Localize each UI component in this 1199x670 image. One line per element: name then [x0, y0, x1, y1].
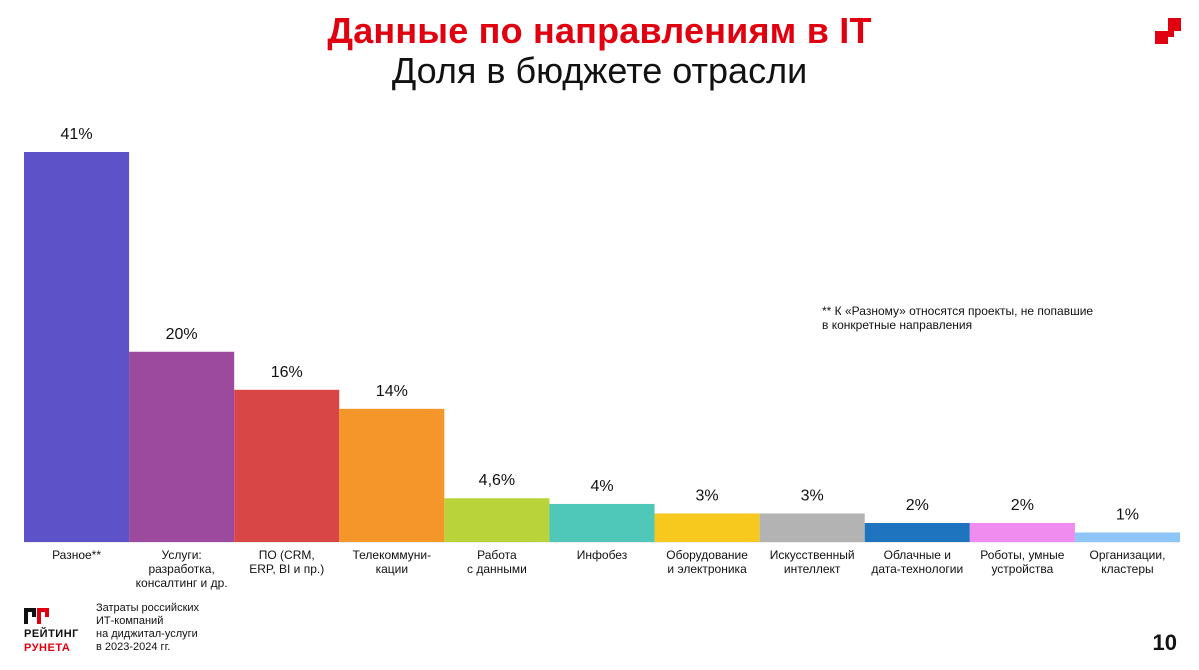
category-label-5: Инфобез [577, 548, 628, 562]
page-number: 10 [1152, 630, 1177, 655]
logo-mark-icon [24, 608, 49, 624]
bar-9 [969, 522, 1075, 542]
category-label-6: Оборудование и электроника [666, 548, 748, 576]
bar-1 [129, 351, 235, 542]
bar-value-label-10: 1% [1116, 506, 1139, 523]
footnote-line-2: в конкретные направления [822, 318, 973, 332]
bar-value-label-1: 20% [166, 326, 198, 343]
footer-line-2: ИТ-компаний [96, 615, 164, 627]
rating-runeta-logo: РЕЙТИНГ РУНЕТА [20, 608, 90, 656]
bar-0 [24, 152, 130, 542]
bar-value-label-3: 14% [376, 383, 408, 400]
bar-7 [759, 513, 865, 542]
footer-line-3: на диджитал-услуги [96, 628, 198, 640]
bar-10 [1074, 532, 1180, 542]
footnote: ** К «Разному» относятся проекты, не поп… [822, 304, 1093, 332]
bar-value-label-8: 2% [906, 497, 929, 514]
brand-corner-icon [1155, 18, 1181, 44]
chart-subtitle: Доля в бюджете отрасли [391, 50, 808, 91]
footer-line-1: Затраты российских [96, 602, 200, 614]
category-label-8: Облачные и дата-технологии [871, 548, 963, 576]
footer-line-4: в 2023-2024 гг. [96, 641, 171, 653]
category-label-10: Организации, кластеры [1089, 548, 1165, 576]
bar-value-label-9: 2% [1011, 497, 1034, 514]
category-label-1: Услуги: разработка, консалтинг и др. [136, 548, 228, 590]
bar-2 [234, 389, 340, 542]
bar-value-label-7: 3% [801, 487, 824, 504]
category-label-3: Телекоммуни-кации [352, 548, 431, 576]
category-label-0: Разное** [52, 548, 101, 562]
bar-8 [864, 522, 970, 542]
bar-4 [444, 498, 550, 542]
logo-line-1: РЕЙТИНГ [24, 628, 79, 640]
bar-value-label-2: 16% [271, 364, 303, 381]
bar-3 [339, 408, 445, 542]
category-label-2: ПО (CRM, ERP, BI и пр.) [249, 548, 324, 576]
footnote-line-1: ** К «Разному» относятся проекты, не поп… [822, 304, 1094, 318]
category-label-4: Работа с данными [467, 548, 527, 576]
category-label-9: Роботы, умные устройства [980, 548, 1065, 576]
bar-value-label-0: 41% [61, 126, 93, 143]
bar-6 [654, 513, 760, 542]
bar-value-label-5: 4% [590, 478, 613, 495]
bar-value-label-6: 3% [696, 487, 719, 504]
bar-value-label-4: 4,6% [479, 472, 515, 489]
category-label-7: Искусственный интеллект [770, 548, 855, 576]
bar-5 [549, 503, 655, 542]
bar-chart: 41% Разное** 20% Услуги: разработка, консалти… [24, 126, 1180, 590]
footer-description: Затраты российских ИТ-компаний на диджит… [96, 602, 199, 654]
chart-title: Данные по направлениям в IT [327, 10, 872, 51]
logo-line-2: РУНЕТА [24, 642, 71, 654]
